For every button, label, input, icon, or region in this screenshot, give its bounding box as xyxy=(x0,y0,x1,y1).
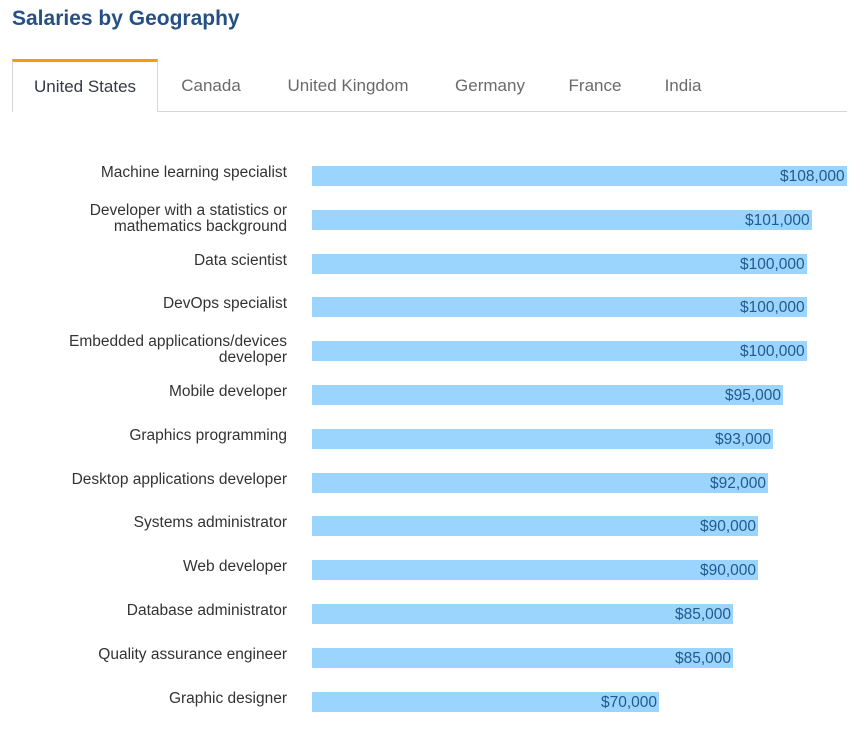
category-label: Graphics programming xyxy=(27,426,287,444)
salary-bar xyxy=(312,647,733,668)
value-label: $95,000 xyxy=(725,387,782,404)
category-label-line: Desktop applications developer xyxy=(71,470,287,488)
category-label-line: Graphic designer xyxy=(168,689,287,707)
value-label: $70,000 xyxy=(601,693,658,711)
category-label: Quality assurance engineer xyxy=(27,645,287,663)
tab-united-states[interactable]: United States xyxy=(12,59,158,112)
category-label-line: Developer with a statistics or xyxy=(89,201,287,219)
category-label: Mobile developer xyxy=(27,384,287,400)
category-label-line: Database administrator xyxy=(126,602,287,619)
salary-bar xyxy=(312,297,807,318)
category-label: DevOps specialist xyxy=(27,296,287,312)
category-label: Graphic designer xyxy=(27,689,287,707)
salary-bar xyxy=(312,516,758,537)
category-label: Database administrator xyxy=(27,603,287,619)
value-label: $101,000 xyxy=(745,211,810,229)
category-label-line: Graphics programming xyxy=(129,426,287,444)
tab-canada[interactable]: Canada xyxy=(181,76,241,95)
page-title: Salaries by Geography xyxy=(12,7,240,30)
tab-france[interactable]: France xyxy=(568,76,622,95)
category-label: Web developer xyxy=(27,559,287,575)
value-label: $90,000 xyxy=(700,562,757,580)
category-label: Developer with a statistics or mathematic… xyxy=(27,201,287,235)
category-label: Embedded applications/devices developer xyxy=(27,334,287,366)
category-label-line: Machine learning specialist xyxy=(100,164,287,181)
category-label: Machine learning specialist xyxy=(27,165,287,181)
value-label: $108,000 xyxy=(780,168,845,185)
category-label: Desktop applications developer xyxy=(27,470,287,488)
salary-bar xyxy=(312,341,807,362)
category-label-line: DevOps specialist xyxy=(162,295,287,313)
value-label: $85,000 xyxy=(675,649,732,667)
value-label: $100,000 xyxy=(740,343,805,361)
category-label-line: Systems administrator xyxy=(133,514,287,532)
salary-bar xyxy=(312,253,807,274)
tab-germany[interactable]: Germany xyxy=(455,76,525,95)
value-label: $85,000 xyxy=(675,606,732,623)
value-label: $90,000 xyxy=(700,518,757,536)
tab-india[interactable]: India xyxy=(664,76,702,95)
category-label-line: mathematics background xyxy=(113,217,287,235)
category-label-line: Data scientist xyxy=(193,251,287,269)
category-label-line: developer xyxy=(218,349,287,367)
geography-tabs: United States Canada United Kingdom Germ… xyxy=(12,59,847,112)
salary-bar xyxy=(312,560,758,581)
category-label: Data scientist xyxy=(27,251,287,269)
salary-bar xyxy=(312,691,659,712)
salary-bar xyxy=(312,166,847,186)
salary-bar-chart: Machine learning specialist $108,000 Devel… xyxy=(0,140,864,731)
category-label-line: Quality assurance engineer xyxy=(98,645,287,663)
salary-bar xyxy=(312,209,812,230)
category-label-line: Embedded applications/devices xyxy=(69,333,287,351)
value-label: $100,000 xyxy=(740,255,805,273)
tab-united-kingdom[interactable]: United Kingdom xyxy=(287,76,409,95)
category-label: Systems administrator xyxy=(27,515,287,531)
salary-bar xyxy=(312,385,783,405)
value-label: $100,000 xyxy=(740,299,805,317)
category-label-line: Web developer xyxy=(183,558,287,576)
value-label: $92,000 xyxy=(710,474,767,492)
value-label: $93,000 xyxy=(715,430,772,448)
salary-bar xyxy=(312,428,773,449)
salary-bar xyxy=(312,472,768,493)
category-label-line: Mobile developer xyxy=(168,383,287,400)
salary-bar xyxy=(312,604,733,624)
